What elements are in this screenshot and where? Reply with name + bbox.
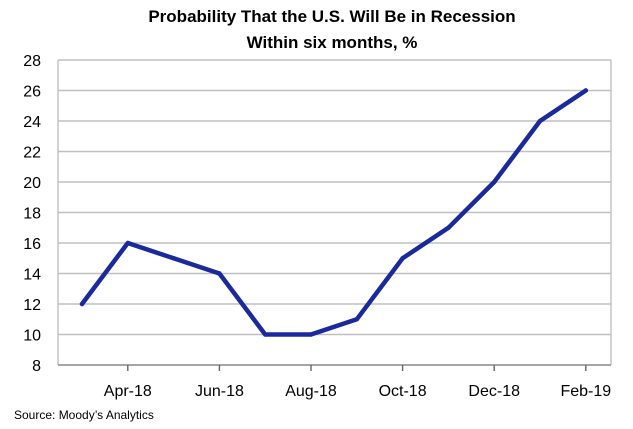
data-point [400, 256, 405, 261]
y-tick-label: 18 [23, 206, 41, 223]
y-tick-label: 12 [23, 297, 41, 314]
data-point [583, 88, 588, 93]
y-tick-label: 26 [23, 84, 41, 101]
y-tick-label: 22 [23, 145, 41, 162]
x-tick-label: Oct-18 [379, 383, 427, 400]
gridlines [58, 59, 611, 336]
series-layer [79, 88, 589, 337]
y-tick-label: 20 [23, 175, 41, 192]
x-tick-label: Jun-18 [195, 383, 244, 400]
data-point [446, 225, 451, 230]
y-tick-label: 16 [23, 236, 41, 253]
data-point [263, 332, 268, 337]
x-tick-label: Feb-19 [560, 383, 611, 400]
y-tick-label: 14 [23, 267, 41, 284]
x-tick-label: Aug-18 [285, 383, 337, 400]
data-point [537, 118, 543, 124]
source-note: Source: Moody’s Analytics [14, 408, 154, 422]
chart-title: Probability That the U.S. Will Be in Rec… [148, 7, 515, 26]
data-point [354, 317, 359, 322]
data-point [171, 256, 176, 261]
y-tick-label: 24 [23, 114, 41, 131]
x-axis-tick-labels: Apr-18 Jun-18 Aug-18 Oct-18 Dec-18 Feb-19 [104, 383, 611, 400]
data-point [308, 332, 314, 337]
y-axis-tick-labels: 8 10 12 14 16 18 20 22 24 26 28 [23, 53, 41, 375]
chart-subtitle: Within six months, % [247, 33, 418, 52]
data-point [79, 301, 85, 307]
data-point [492, 179, 497, 185]
y-tick-label: 28 [23, 53, 41, 70]
x-tick-label: Dec-18 [468, 383, 520, 400]
data-point [217, 271, 222, 276]
series-line-0 [79, 88, 589, 337]
x-tick-label: Apr-18 [104, 383, 152, 400]
data-point [125, 240, 130, 246]
y-tick-label: 10 [23, 328, 41, 345]
axes [57, 60, 612, 371]
y-tick-label: 8 [32, 358, 41, 375]
